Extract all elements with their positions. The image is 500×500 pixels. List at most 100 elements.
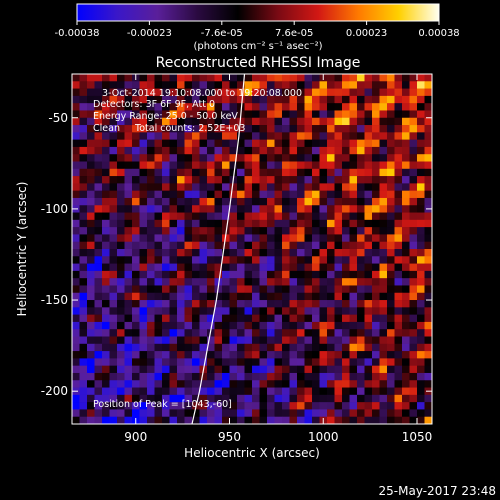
heatmap-cell — [372, 125, 380, 133]
heatmap-cell — [289, 190, 298, 199]
heatmap-cell — [109, 168, 118, 177]
heatmap-cell — [199, 256, 208, 264]
heatmap-cell — [394, 249, 403, 257]
heatmap-cell — [297, 365, 305, 374]
heatmap-cell — [334, 95, 343, 104]
heatmap-cell — [379, 154, 388, 162]
heatmap-cell — [379, 336, 388, 345]
heatmap-cell — [117, 343, 125, 352]
heatmap-cell — [177, 117, 185, 126]
heatmap-cell — [417, 103, 425, 111]
heatmap-cell — [364, 81, 373, 89]
heatmap-cell — [252, 402, 260, 410]
heatmap-cell — [304, 132, 313, 140]
heatmap-cell — [192, 329, 200, 337]
heatmap-cell — [387, 270, 395, 279]
heatmap-cell — [117, 292, 125, 301]
heatmap-cell — [139, 241, 148, 250]
heatmap-cell — [207, 307, 215, 315]
heatmap-cell — [79, 409, 88, 418]
heatmap-cell — [379, 394, 388, 403]
heatmap-cell — [192, 336, 200, 345]
heatmap-cell — [79, 402, 88, 410]
heatmap-cell — [147, 197, 155, 206]
heatmap-cell — [87, 270, 95, 279]
heatmap-cell — [162, 394, 170, 403]
heatmap-cell — [364, 270, 373, 279]
heatmap-cell — [372, 132, 380, 140]
heatmap-cell — [124, 402, 133, 410]
heatmap-cell — [334, 132, 343, 140]
y-tick-label: -200 — [41, 384, 68, 398]
heatmap-cell — [87, 416, 95, 424]
heatmap-cell — [207, 402, 215, 410]
heatmap-cell — [402, 387, 410, 396]
heatmap-cell — [94, 402, 103, 410]
heatmap-cell — [364, 117, 373, 126]
heatmap-cell — [342, 146, 350, 155]
heatmap-cell — [199, 314, 208, 323]
heatmap-cell — [357, 176, 365, 184]
heatmap-cell — [259, 416, 268, 424]
heatmap-cell — [162, 307, 170, 315]
heatmap-cell — [214, 234, 223, 243]
heatmap-cell — [139, 74, 148, 82]
heatmap-cell — [244, 292, 253, 301]
heatmap-cell — [259, 409, 268, 418]
heatmap-cell — [297, 125, 305, 133]
heatmap-cell — [214, 227, 223, 235]
heatmap-cell — [244, 74, 253, 82]
heatmap-cell — [184, 387, 193, 396]
heatmap-cell — [192, 183, 200, 191]
heatmap-cell — [327, 241, 335, 250]
heatmap-cell — [192, 300, 200, 308]
heatmap-cell — [424, 161, 432, 170]
heatmap-cell — [102, 154, 110, 162]
heatmap-cell — [319, 125, 328, 133]
heatmap-cell — [282, 103, 290, 111]
heatmap-cell — [102, 380, 110, 388]
heatmap-cell — [394, 183, 403, 191]
heatmap-cell — [319, 307, 328, 315]
heatmap-cell — [252, 132, 260, 140]
heatmap-cell — [87, 146, 95, 155]
heatmap-cell — [327, 351, 335, 359]
heatmap-cell — [147, 278, 155, 286]
heatmap-cell — [334, 321, 343, 330]
heatmap-cell — [222, 154, 230, 162]
heatmap-cell — [229, 103, 238, 111]
heatmap-cell — [394, 132, 403, 140]
heatmap-cell — [109, 416, 118, 424]
heatmap-cell — [154, 197, 163, 206]
heatmap-cell — [147, 409, 155, 418]
heatmap-cell — [192, 307, 200, 315]
heatmap-cell — [87, 88, 95, 97]
heatmap-cell — [259, 168, 268, 177]
heatmap-cell — [372, 300, 380, 308]
heatmap-cell — [334, 358, 343, 366]
heatmap-cell — [282, 197, 290, 206]
annotation-clean-counts: Clean Total counts: 2.52E+03 — [93, 123, 245, 134]
heatmap-cell — [117, 205, 125, 213]
heatmap-cell — [222, 190, 230, 199]
heatmap-cell — [252, 88, 260, 97]
heatmap-cell — [139, 416, 148, 424]
heatmap-cell — [139, 314, 148, 323]
heatmap-cell — [162, 329, 170, 337]
heatmap-cell — [267, 117, 275, 126]
heatmap-cell — [282, 358, 290, 366]
heatmap-cell — [102, 227, 110, 235]
heatmap-cell — [259, 132, 268, 140]
heatmap-cell — [124, 351, 133, 359]
heatmap-cell — [87, 95, 95, 104]
heatmap-cell — [394, 307, 403, 315]
heatmap-cell — [169, 278, 178, 286]
heatmap-cell — [402, 300, 410, 308]
heatmap-cell — [109, 358, 118, 366]
heatmap-cell — [304, 205, 313, 213]
heatmap-cell — [424, 402, 432, 410]
heatmap-cell — [169, 321, 178, 330]
heatmap-cell — [372, 227, 380, 235]
heatmap-cell — [319, 212, 328, 221]
heatmap-cell — [207, 329, 215, 337]
